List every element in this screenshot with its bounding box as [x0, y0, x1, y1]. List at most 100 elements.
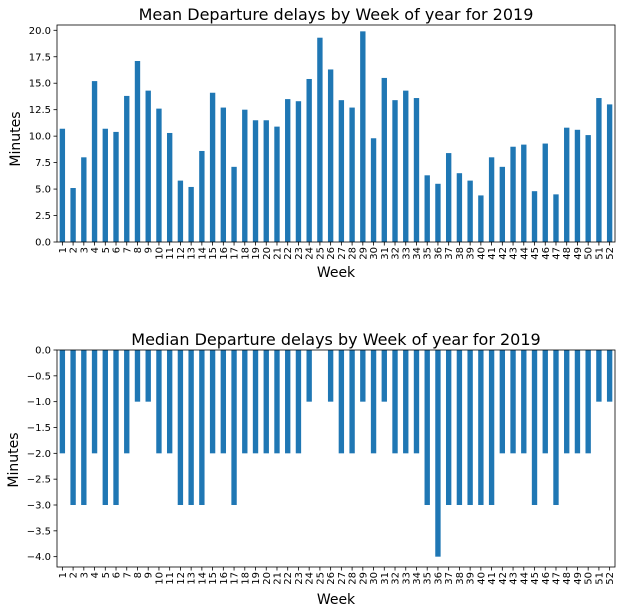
bar-week-41 — [488, 350, 495, 505]
chart-title: Mean Departure delays by Week of year fo… — [139, 5, 534, 24]
bar-week-12 — [177, 180, 184, 242]
x-tick-label: 23 — [294, 247, 305, 260]
bar-week-17 — [231, 166, 237, 242]
x-tick-label: 15 — [208, 247, 219, 260]
y-ticks: 0.0 2.5 5.0 7.5 10.0 12.5 15.0 17.5 20.0 — [29, 26, 57, 249]
bar-group — [59, 31, 613, 243]
bar-week-16 — [220, 107, 227, 242]
x-tick-label: 38 — [455, 572, 466, 585]
bar-week-35 — [424, 350, 430, 505]
bar-week-27 — [338, 350, 345, 454]
bar-week-24 — [306, 78, 312, 242]
bar-week-11 — [166, 350, 173, 454]
x-tick-label: 50 — [584, 247, 595, 260]
bar-week-1 — [59, 350, 66, 454]
bar-week-34 — [413, 98, 420, 242]
x-tick-label: 37 — [444, 572, 455, 585]
bar-week-48 — [564, 350, 570, 454]
x-tick-label: 6 — [112, 572, 123, 578]
bar-week-11 — [166, 132, 173, 242]
bar-week-26 — [327, 350, 334, 402]
bar-week-42 — [499, 166, 506, 242]
bar-week-49 — [574, 350, 581, 454]
bar-week-4 — [91, 350, 98, 454]
bar-week-13 — [188, 350, 194, 505]
bar-week-52 — [606, 350, 613, 402]
bar-week-5 — [102, 128, 108, 242]
x-tick-label: 51 — [594, 572, 605, 585]
x-tick-label: 36 — [433, 572, 444, 585]
x-tick-label: 45 — [530, 247, 541, 260]
bar-week-15 — [209, 350, 216, 454]
x-tick-label: 3 — [79, 247, 90, 253]
bar-week-50 — [585, 135, 591, 242]
bar-week-38 — [456, 173, 463, 242]
bar-week-6 — [113, 350, 119, 505]
y-tick-label: 20.0 — [29, 26, 51, 37]
bar-week-4 — [91, 81, 98, 242]
bar-week-12 — [177, 350, 184, 505]
bar-week-15 — [209, 92, 216, 242]
x-tick-label: 52 — [605, 572, 616, 585]
x-tick-label: 46 — [541, 572, 552, 585]
x-tick-label: 1 — [58, 247, 69, 253]
x-tick-label: 52 — [605, 247, 616, 260]
bar-week-26 — [327, 69, 334, 243]
x-tick-label: 28 — [348, 247, 359, 260]
x-tick-label: 49 — [573, 572, 584, 585]
x-tick-label: 48 — [562, 572, 573, 585]
x-tick-label: 34 — [412, 247, 423, 260]
x-tick-label: 21 — [272, 247, 283, 260]
x-tick-label: 43 — [509, 247, 520, 260]
bar-week-38 — [456, 350, 463, 505]
x-tick-label: 29 — [358, 247, 369, 260]
x-tick-label: 30 — [369, 247, 380, 260]
bar-week-17 — [231, 350, 237, 505]
bar-week-52 — [606, 104, 613, 242]
x-ticks: 1 2 3 4 5 6 7 8 9 10 11 12 13 14 15 16 17 18 19 20 21 22 23 24 2… — [58, 567, 616, 585]
x-tick-label: 39 — [466, 572, 477, 585]
bar-week-40 — [478, 195, 484, 242]
bar-week-34 — [413, 350, 420, 454]
x-tick-label: 9 — [144, 247, 155, 253]
bar-group — [59, 350, 613, 557]
bar-week-46 — [542, 143, 548, 242]
x-tick-label: 50 — [584, 572, 595, 585]
x-tick-label: 18 — [240, 572, 251, 585]
y-ticks: 0.0 −0.5 −1.0 −1.5 −2.0 −2.5 −3.0 −3.5 −4.0 — [27, 346, 57, 563]
x-tick-label: 35 — [423, 247, 434, 260]
x-tick-label: 10 — [154, 572, 165, 585]
bar-week-13 — [188, 186, 194, 242]
bar-week-19 — [252, 350, 259, 454]
x-tick-label: 28 — [348, 572, 359, 585]
x-tick-label: 30 — [369, 572, 380, 585]
bar-week-16 — [220, 350, 227, 454]
bar-week-48 — [564, 127, 570, 242]
plot-frame — [56, 349, 616, 568]
bar-week-10 — [156, 108, 162, 242]
y-axis-label: Minutes — [8, 111, 24, 166]
bar-week-36 — [435, 183, 441, 242]
x-tick-label: 24 — [305, 572, 316, 585]
bar-week-44 — [521, 144, 527, 242]
y-tick-label: 5.0 — [35, 185, 51, 196]
bar-week-2 — [70, 188, 76, 242]
x-tick-label: 26 — [326, 247, 337, 260]
bar-week-35 — [424, 175, 430, 242]
bar-week-43 — [510, 146, 516, 242]
bar-week-30 — [370, 350, 377, 454]
x-tick-label: 16 — [219, 247, 230, 260]
mean-delay-chart: Mean Departure delays by Week of year fo… — [8, 5, 616, 281]
bar-week-43 — [510, 350, 516, 454]
x-tick-label: 45 — [530, 572, 541, 585]
y-tick-label: 12.5 — [29, 105, 51, 116]
x-tick-label: 7 — [122, 247, 133, 253]
x-tick-label: 10 — [154, 247, 165, 260]
x-tick-label: 4 — [90, 572, 101, 578]
bar-week-39 — [467, 180, 473, 242]
y-axis-label: Minutes — [6, 432, 22, 487]
y-tick-label: −4.0 — [27, 552, 51, 563]
x-tick-label: 43 — [509, 572, 520, 585]
bar-week-5 — [102, 350, 108, 505]
x-tick-label: 5 — [101, 247, 112, 253]
